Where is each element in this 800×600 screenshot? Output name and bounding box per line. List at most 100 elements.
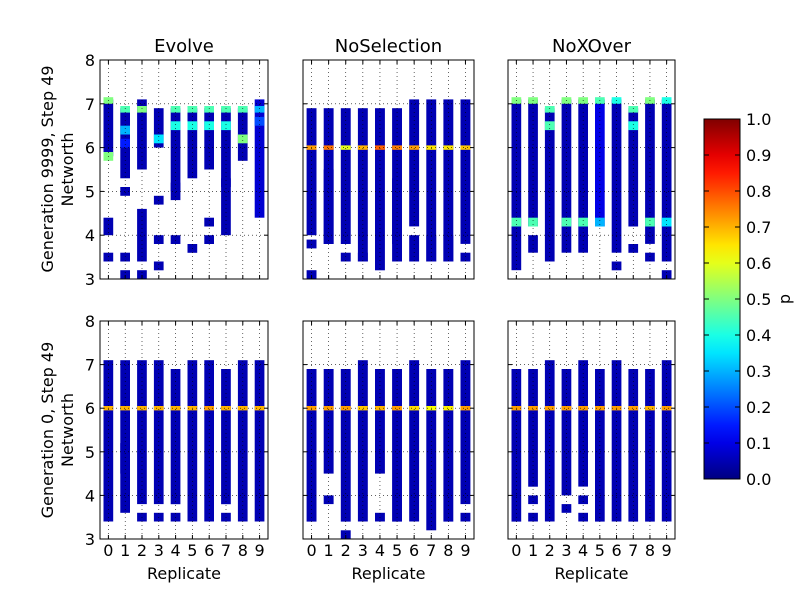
heat-cell xyxy=(204,108,214,170)
heat-cell xyxy=(103,252,114,262)
heat-cell xyxy=(645,217,655,227)
heat-cell xyxy=(443,145,454,150)
colorbar-tick-label: 0.8 xyxy=(746,182,771,201)
heat-cell xyxy=(628,121,639,131)
x-tick-label: 3 xyxy=(154,541,164,560)
heat-cell xyxy=(357,360,368,522)
y-tick-label: 6 xyxy=(85,139,95,158)
heat-cell xyxy=(120,443,130,474)
heat-cell xyxy=(170,406,181,411)
colorbar-tick-label: 1.0 xyxy=(746,110,771,129)
axes-frame xyxy=(507,59,676,280)
heat-cell xyxy=(323,145,334,150)
heat-cell xyxy=(221,178,231,188)
panel-title: NoXOver xyxy=(552,36,632,57)
row-label-top: Generation 9999, Step 49 xyxy=(38,65,57,272)
heat-cell xyxy=(120,406,130,411)
x-tick-label: 8 xyxy=(238,541,248,560)
heat-cell xyxy=(528,217,538,227)
heat-cell xyxy=(221,108,231,236)
x-tick-label: 9 xyxy=(460,541,470,560)
axes-frame xyxy=(302,59,475,280)
heat-cell xyxy=(357,252,368,262)
heat-cell xyxy=(137,208,147,262)
y-tick-label: 3 xyxy=(85,530,95,549)
heat-cell xyxy=(544,360,555,522)
heat-cell xyxy=(392,145,402,150)
heat-cell xyxy=(443,406,454,411)
heat-cell xyxy=(237,134,248,144)
heat-cell xyxy=(578,217,588,227)
axes-frame xyxy=(507,320,676,540)
heat-cell xyxy=(237,406,248,411)
heat-cell xyxy=(528,495,538,505)
heat-cell xyxy=(460,360,471,505)
x-axis-label: Replicate xyxy=(147,564,221,583)
x-axis-label: Replicate xyxy=(554,564,628,583)
heat-cell xyxy=(137,270,147,279)
x-tick-label: 7 xyxy=(221,541,231,560)
heat-cell xyxy=(204,217,214,227)
y-tick-label: 4 xyxy=(85,486,95,505)
heat-cell xyxy=(460,99,471,244)
x-tick-label: 6 xyxy=(409,541,419,560)
heat-cell xyxy=(528,369,538,487)
heat-cell xyxy=(611,261,622,271)
heat-cell xyxy=(204,360,214,522)
heat-cell xyxy=(237,360,248,522)
heat-cell xyxy=(661,360,672,522)
heat-cell xyxy=(544,121,555,131)
heat-cell xyxy=(661,406,672,411)
x-tick-label: 5 xyxy=(595,541,605,560)
y-tick-label: 6 xyxy=(85,399,95,418)
x-tick-label: 2 xyxy=(545,541,555,560)
x-tick-label: 6 xyxy=(204,541,214,560)
heat-cell xyxy=(221,106,231,113)
colorbar-tick-label: 0.6 xyxy=(746,254,771,273)
heat-cell xyxy=(137,99,147,170)
x-tick-label: 3 xyxy=(561,541,571,560)
heat-cell xyxy=(120,106,130,113)
heat-cell xyxy=(254,406,265,411)
x-tick-label: 2 xyxy=(137,541,147,560)
y-tick-label: 4 xyxy=(85,226,95,245)
heat-cell xyxy=(628,108,639,227)
heat-cell xyxy=(561,406,572,411)
heat-cell xyxy=(254,99,265,218)
axes-frame xyxy=(99,59,269,280)
heat-cell xyxy=(611,360,622,522)
x-tick-label: 0 xyxy=(511,541,521,560)
axes-frame xyxy=(302,320,475,540)
heat-cell xyxy=(170,182,181,201)
heat-cell xyxy=(561,504,572,513)
heat-cell xyxy=(340,406,351,411)
row-label-bottom: Generation 0, Step 49 xyxy=(38,342,57,519)
x-tick-label: 4 xyxy=(578,541,588,560)
heat-cell xyxy=(561,217,572,227)
x-axis-label: Replicate xyxy=(351,564,425,583)
heat-cell xyxy=(323,406,334,411)
heat-cell xyxy=(340,252,351,262)
heat-cell xyxy=(528,235,538,253)
heat-cell xyxy=(595,406,605,411)
heat-cell xyxy=(306,270,317,279)
heat-cell xyxy=(204,106,214,113)
heat-cell xyxy=(661,217,672,227)
heat-cell xyxy=(357,406,368,411)
heat-cell xyxy=(323,495,334,505)
heat-cell xyxy=(120,138,130,148)
heat-cell xyxy=(187,360,198,522)
heat-cell xyxy=(187,121,198,131)
heat-cell xyxy=(237,106,248,113)
heat-cell xyxy=(409,99,420,227)
x-tick-label: 2 xyxy=(341,541,351,560)
heat-cell xyxy=(103,360,114,522)
axes-frame xyxy=(99,320,269,540)
x-tick-label: 6 xyxy=(611,541,621,560)
heat-cell xyxy=(170,369,181,505)
heat-cell xyxy=(120,270,130,279)
heat-cell xyxy=(137,106,147,113)
